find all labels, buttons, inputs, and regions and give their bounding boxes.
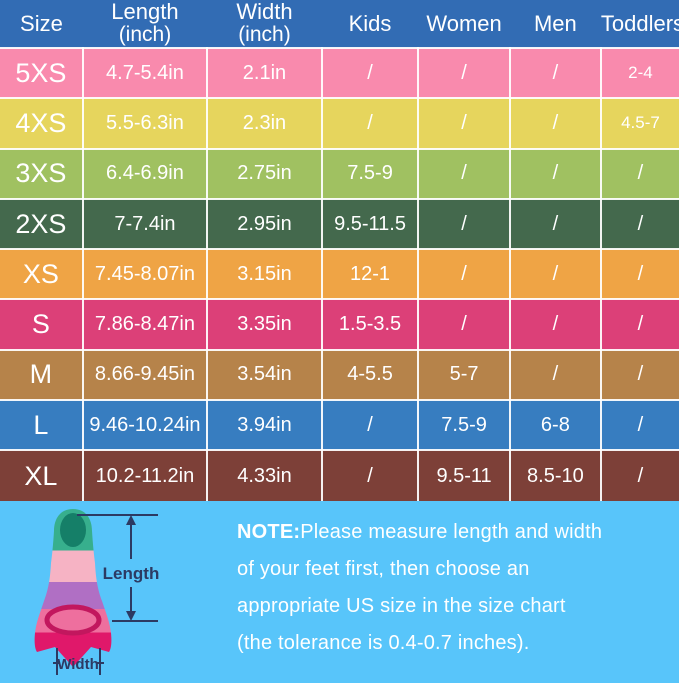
column-header-toddlers: Toddlers [600,10,679,36]
length-cell: 4.7-5.4in [81,46,209,100]
column-header-kids: Kids [348,10,392,36]
size-cell: 3XS [0,147,84,200]
length-arrowhead-down [126,610,136,621]
toddlers-cell: 4.5-7 [599,97,679,150]
table-row: M 8.66-9.45in 3.54in 4-5.5 5-7 / / [0,348,679,402]
table-row: XL 10.2-11.2in 4.33in / 9.5-11 8.5-10 / [0,449,679,501]
width-cell: 3.54in [206,348,323,402]
width-cell: 3.15in [206,248,323,301]
length-cell: 6.4-6.9in [81,147,209,200]
toddlers-cell: 2-4 [599,46,679,100]
women-cell: 7.5-9 [417,399,511,452]
size-cell: XS [0,248,84,301]
men-cell: 8.5-10 [508,449,602,501]
width-cell: 2.3in [206,97,323,150]
width-label: Width [57,656,99,673]
column-header-size: Size [20,10,63,36]
toddlers-cell: / [599,248,679,301]
length-cell: 8.66-9.45in [81,348,209,402]
table-row: XS 7.45-8.07in 3.15in 12-1 / / / [0,248,679,301]
table-header-row: Size Length (inch) Width (inch) Kids Women… [0,0,679,48]
women-cell: 9.5-11 [417,449,511,501]
toddlers-cell: / [599,298,679,351]
width-cell: 3.94in [206,399,323,452]
size-cell: 4XS [0,97,84,150]
note-line: appropriate US size in the size chart [237,594,566,617]
men-cell: / [508,46,602,100]
footer-note-section: Length Width NOTE:Please measure length … [0,500,679,679]
length-cell: 10.2-11.2in [81,449,209,501]
size-cell: S [0,298,84,351]
length-label: Length [103,564,160,583]
women-cell: / [417,97,511,150]
women-cell: / [417,298,511,351]
fin-illustration: Length Width [0,501,237,678]
women-cell: 5-7 [417,348,511,402]
toddlers-cell: / [599,449,679,501]
toddlers-cell: / [599,197,679,251]
note-line: (the tolerance is 0.4-0.7 inches). [237,631,530,654]
column-header-men: Men [533,10,577,36]
size-cell: L [0,399,84,452]
kids-cell: 7.5-9 [320,147,420,200]
men-cell: / [508,248,602,301]
size-note: NOTE:Please measure length and width of … [237,514,657,662]
kids-cell: 4-5.5 [320,348,420,402]
note-line: NOTE:Please measure length and width [237,520,603,543]
size-cell: 2XS [0,197,84,251]
men-cell: 6-8 [508,399,602,452]
width-cell: 2.95in [206,197,323,251]
width-cell: 3.35in [206,298,323,351]
size-cell: XL [0,449,84,501]
kids-cell: / [320,97,420,150]
men-cell: / [508,147,602,200]
table-row: S 7.86-8.47in 3.35in 1.5-3.5 / / / [0,298,679,351]
kids-cell: / [320,449,420,501]
length-cell: 5.5-6.3in [81,97,209,150]
men-cell: / [508,348,602,402]
column-header-length: Length (inch) [111,0,179,47]
length-arrowhead-up [126,514,136,525]
kids-cell: 12-1 [320,248,420,301]
table-row: 2XS 7-7.4in 2.95in 9.5-11.5 / / / [0,197,679,251]
kids-cell: / [320,399,420,452]
men-cell: / [508,197,602,251]
kids-cell: / [320,46,420,100]
length-cell: 9.46-10.24in [81,399,209,452]
men-cell: / [508,298,602,351]
length-cell: 7-7.4in [81,197,209,251]
width-cell: 2.75in [206,147,323,200]
size-chart-table: Size Length (inch) Width (inch) Kids Women… [0,0,679,501]
note-line: of your feet first, then choose an [237,557,530,580]
toe-opening [60,512,86,547]
table-row: 3XS 6.4-6.9in 2.75in 7.5-9 / / / [0,147,679,200]
width-cell: 4.33in [206,449,323,501]
women-cell: / [417,197,511,251]
width-dimension-line [53,647,104,675]
fin-measurement-diagram: Length Width [34,508,160,675]
size-cell: 5XS [0,46,84,100]
column-header-women: Women [426,10,502,36]
length-cell: 7.86-8.47in [81,298,209,351]
women-cell: / [417,147,511,200]
width-cell: 2.1in [206,46,323,100]
size-cell: M [0,348,84,402]
women-cell: / [417,46,511,100]
table-row: L 9.46-10.24in 3.94in / 7.5-9 6-8 / [0,399,679,452]
note-prefix: NOTE: [237,520,301,543]
column-header-width: Width (inch) [236,0,293,47]
kids-cell: 1.5-3.5 [320,298,420,351]
toddlers-cell: / [599,348,679,402]
length-cell: 7.45-8.07in [81,248,209,301]
men-cell: / [508,97,602,150]
toddlers-cell: / [599,147,679,200]
table-row: 4XS 5.5-6.3in 2.3in / / / 4.5-7 [0,97,679,150]
toddlers-cell: / [599,399,679,452]
table-row: 5XS 4.7-5.4in 2.1in / / / 2-4 [0,46,679,100]
women-cell: / [417,248,511,301]
kids-cell: 9.5-11.5 [320,197,420,251]
foot-pocket-opening [44,604,102,636]
